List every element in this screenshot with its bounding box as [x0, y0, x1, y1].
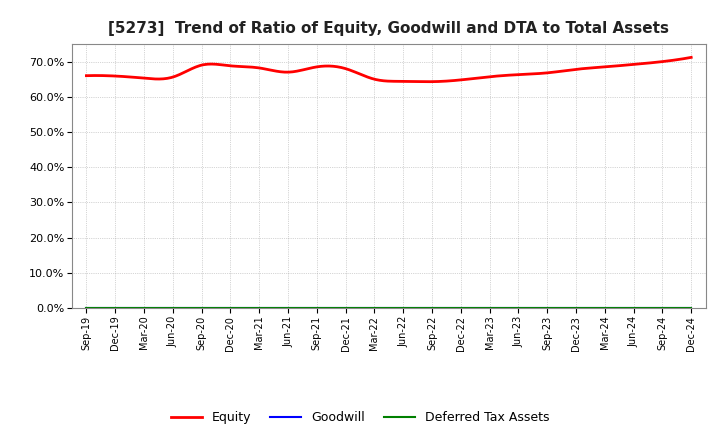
Deferred Tax Assets — [197, 305, 206, 311]
Deferred Tax Assets — [658, 305, 667, 311]
Goodwill — [687, 305, 696, 311]
Deferred Tax Assets — [629, 305, 638, 311]
Goodwill — [226, 305, 235, 311]
Goodwill — [543, 305, 552, 311]
Goodwill — [370, 305, 379, 311]
Goodwill — [111, 305, 120, 311]
Goodwill — [399, 305, 408, 311]
Goodwill — [197, 305, 206, 311]
Deferred Tax Assets — [456, 305, 465, 311]
Equity — [454, 77, 463, 83]
Deferred Tax Assets — [514, 305, 523, 311]
Deferred Tax Assets — [255, 305, 264, 311]
Goodwill — [572, 305, 580, 311]
Deferred Tax Assets — [341, 305, 350, 311]
Equity — [84, 73, 93, 78]
Deferred Tax Assets — [428, 305, 436, 311]
Goodwill — [456, 305, 465, 311]
Title: [5273]  Trend of Ratio of Equity, Goodwill and DTA to Total Assets: [5273] Trend of Ratio of Equity, Goodwil… — [108, 21, 670, 36]
Goodwill — [140, 305, 148, 311]
Equity — [444, 78, 453, 84]
Equity — [442, 78, 451, 84]
Goodwill — [341, 305, 350, 311]
Goodwill — [312, 305, 321, 311]
Deferred Tax Assets — [168, 305, 177, 311]
Deferred Tax Assets — [284, 305, 292, 311]
Equity — [82, 73, 91, 78]
Deferred Tax Assets — [600, 305, 609, 311]
Legend: Equity, Goodwill, Deferred Tax Assets: Equity, Goodwill, Deferred Tax Assets — [166, 407, 554, 429]
Deferred Tax Assets — [687, 305, 696, 311]
Goodwill — [514, 305, 523, 311]
Equity — [594, 65, 603, 70]
Goodwill — [629, 305, 638, 311]
Goodwill — [600, 305, 609, 311]
Equity — [687, 55, 696, 60]
Goodwill — [658, 305, 667, 311]
Goodwill — [485, 305, 494, 311]
Deferred Tax Assets — [572, 305, 580, 311]
Deferred Tax Assets — [485, 305, 494, 311]
Equity — [632, 62, 641, 67]
Deferred Tax Assets — [399, 305, 408, 311]
Deferred Tax Assets — [370, 305, 379, 311]
Deferred Tax Assets — [140, 305, 148, 311]
Deferred Tax Assets — [543, 305, 552, 311]
Goodwill — [255, 305, 264, 311]
Goodwill — [168, 305, 177, 311]
Deferred Tax Assets — [82, 305, 91, 311]
Goodwill — [82, 305, 91, 311]
Equity — [424, 79, 433, 84]
Goodwill — [428, 305, 436, 311]
Goodwill — [284, 305, 292, 311]
Deferred Tax Assets — [111, 305, 120, 311]
Deferred Tax Assets — [226, 305, 235, 311]
Deferred Tax Assets — [312, 305, 321, 311]
Line: Equity: Equity — [86, 57, 691, 82]
